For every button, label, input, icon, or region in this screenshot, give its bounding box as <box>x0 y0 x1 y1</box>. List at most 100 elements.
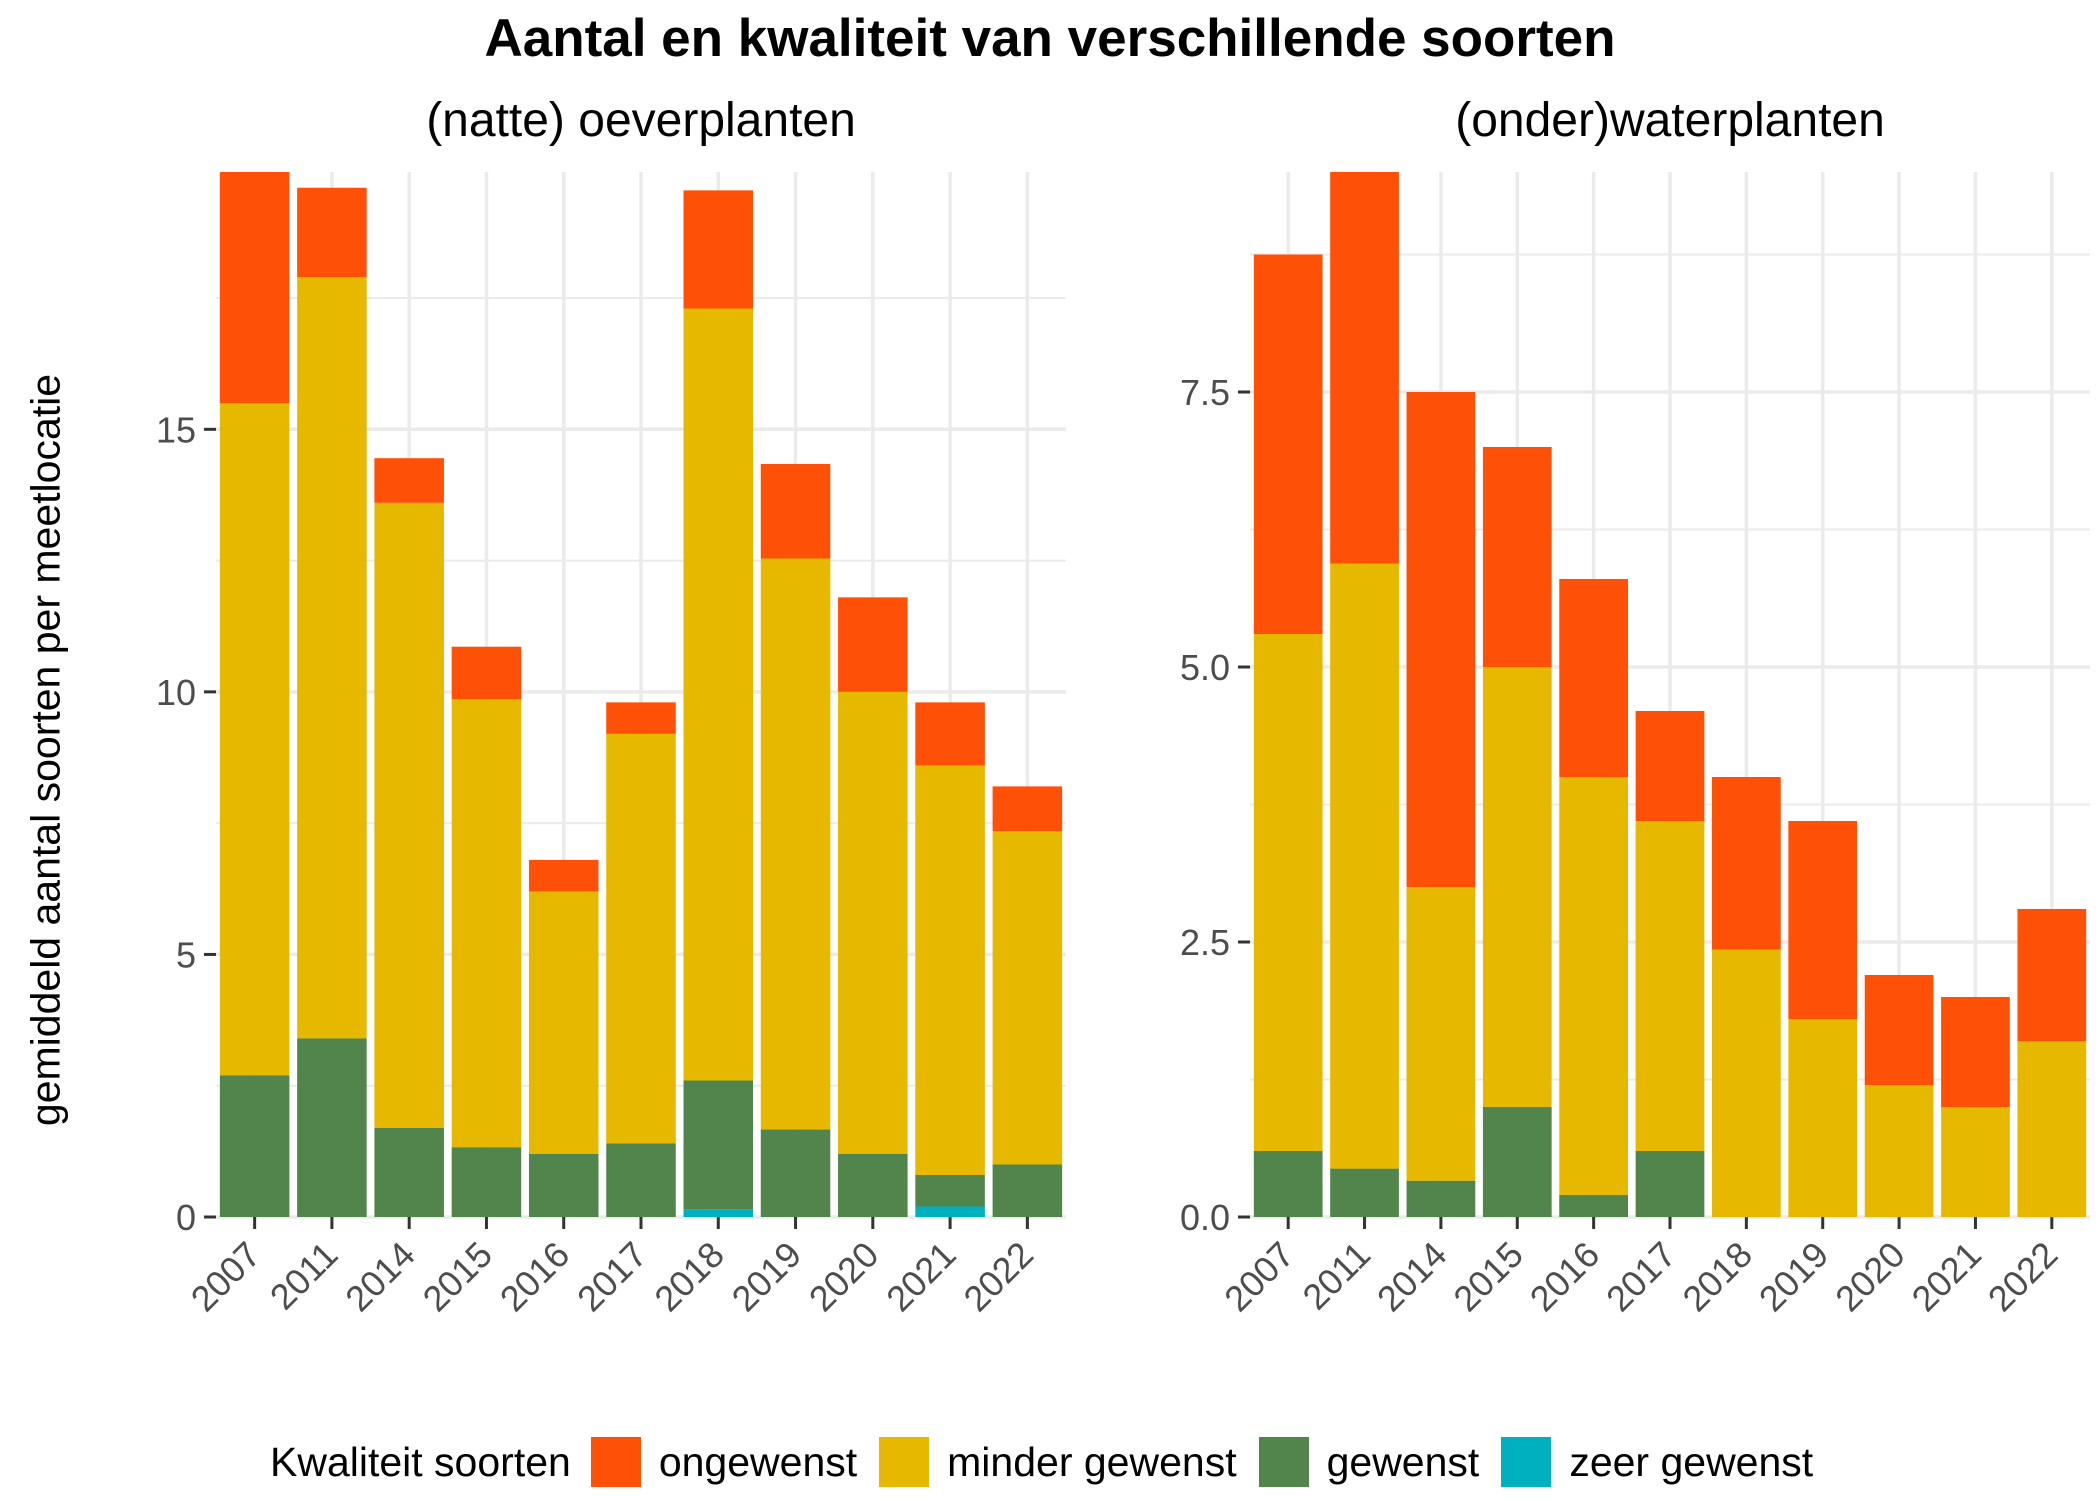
x-tick-label: 2015 <box>414 1234 500 1320</box>
x-tick-label: 2007 <box>183 1234 269 1320</box>
x-tick-label: 2016 <box>492 1234 578 1320</box>
bar-segment <box>1941 997 2010 1107</box>
y-tick-label: 15 <box>156 409 196 450</box>
bar-segment <box>683 190 754 309</box>
bar-segment <box>528 1153 599 1217</box>
bar-segment <box>915 765 985 1175</box>
legend-label: minder gewenst <box>947 1438 1237 1485</box>
y-tick-label: 7.5 <box>1180 372 1230 413</box>
y-tick-label: 10 <box>156 672 196 713</box>
bar-segment <box>1864 1085 1934 1217</box>
x-tick-label: 2015 <box>1445 1234 1531 1320</box>
bar-segment <box>374 502 444 1128</box>
bar-segment <box>1788 821 1858 1019</box>
x-tick-label: 2022 <box>1980 1234 2066 1320</box>
bar-segment <box>1253 634 1323 1151</box>
x-tick-label: 2021 <box>878 1234 964 1320</box>
bar-segment <box>528 891 599 1154</box>
bar-segment <box>992 786 1063 832</box>
bar-segment <box>915 702 985 766</box>
bar-segment <box>1406 392 1476 887</box>
y-tick-label: 5 <box>176 934 196 975</box>
x-tick-label: 2020 <box>1827 1234 1913 1320</box>
y-tick-label: 5.0 <box>1180 647 1230 688</box>
bar-segment <box>760 558 831 1130</box>
bar-segment <box>760 463 831 559</box>
bar-segment <box>1712 949 1781 1217</box>
bar-segment <box>374 458 444 503</box>
bar-segment <box>1406 1180 1476 1217</box>
x-tick-label: 2019 <box>1751 1234 1837 1320</box>
y-tick-label: 0 <box>176 1197 196 1238</box>
bar-segment <box>1253 254 1323 634</box>
x-tick-label: 2020 <box>801 1234 887 1320</box>
x-tick-label: 2011 <box>1294 1234 1378 1318</box>
legend-title: Kwaliteit soorten <box>270 1438 571 1485</box>
bar-segment <box>606 1143 676 1217</box>
bar-segment <box>992 831 1063 1165</box>
legend-swatch <box>1258 1437 1309 1487</box>
bar-segment <box>1559 1195 1628 1217</box>
bar-segment <box>915 1206 985 1217</box>
bar-segment <box>1482 447 1552 667</box>
legend-swatch <box>590 1437 641 1487</box>
bar-segment <box>1864 975 1934 1085</box>
bar-segment <box>2017 1041 2087 1217</box>
bar-segment <box>297 187 367 278</box>
y-tick-label: 2.5 <box>1180 922 1230 963</box>
bar-segment <box>683 308 754 1081</box>
bar-segment <box>992 1164 1063 1217</box>
bar-segment <box>1635 711 1705 821</box>
y-tick-label: 0.0 <box>1180 1197 1230 1238</box>
legend-label: gewenst <box>1326 1438 1480 1485</box>
legend-item-minder-gewenst: minder gewenst <box>879 1437 1237 1487</box>
x-tick-label: 2017 <box>1598 1234 1684 1320</box>
bar-segment <box>219 403 290 1076</box>
bar-segment <box>838 1153 908 1217</box>
bar-segment <box>1635 821 1705 1151</box>
bar-segment <box>606 702 676 734</box>
bar-segment <box>1559 777 1628 1195</box>
legend-item-zeer-gewenst: zeer gewenst <box>1501 1437 1813 1487</box>
bar-segment <box>451 646 522 700</box>
legend-label: zeer gewenst <box>1569 1438 1814 1485</box>
legend-label: ongewenst <box>658 1438 858 1485</box>
x-tick-label: 2014 <box>1369 1234 1455 1320</box>
x-tick-label: 2021 <box>1903 1234 1989 1320</box>
bar-segment <box>297 1038 367 1217</box>
legend-swatch <box>879 1437 930 1487</box>
x-tick-label: 2018 <box>1674 1234 1760 1320</box>
bar-segment <box>1330 563 1399 1169</box>
bar-segment <box>1406 887 1476 1181</box>
bar-segment <box>1330 1168 1399 1217</box>
bar-segment <box>374 1127 444 1217</box>
panel-title: (natte) oeverplanten <box>426 94 856 147</box>
bar-segment <box>2017 909 2087 1041</box>
x-tick-label: 2016 <box>1522 1234 1608 1320</box>
bar-segment <box>1253 1151 1323 1217</box>
bar-segment <box>1482 667 1552 1107</box>
x-tick-label: 2017 <box>569 1234 655 1320</box>
x-tick-label: 2018 <box>646 1234 732 1320</box>
bar-segment <box>838 691 908 1154</box>
bar-segment <box>219 1075 290 1217</box>
bar-segment <box>451 699 522 1148</box>
chart-title: Aantal en kwaliteit van verschillende so… <box>484 9 1616 68</box>
legend-item-ongewenst: ongewenst <box>590 1437 858 1487</box>
x-tick-label: 2019 <box>724 1234 810 1320</box>
x-tick-label: 2007 <box>1216 1234 1302 1320</box>
legend-swatch <box>1501 1437 1552 1487</box>
bar-segment <box>528 859 599 892</box>
bar-segment <box>915 1174 985 1207</box>
x-tick-label: 2014 <box>337 1234 423 1320</box>
bar-segment <box>1330 172 1399 564</box>
bar-segment <box>451 1147 522 1217</box>
bar-segment <box>1559 579 1628 777</box>
bar-segment <box>219 172 290 404</box>
legend-item-gewenst: gewenst <box>1258 1437 1480 1487</box>
bar-segment <box>606 733 676 1144</box>
bar-segment <box>1941 1107 2010 1217</box>
bar-segment <box>297 277 367 1039</box>
panel-title: (onder)waterplanten <box>1455 94 1885 147</box>
